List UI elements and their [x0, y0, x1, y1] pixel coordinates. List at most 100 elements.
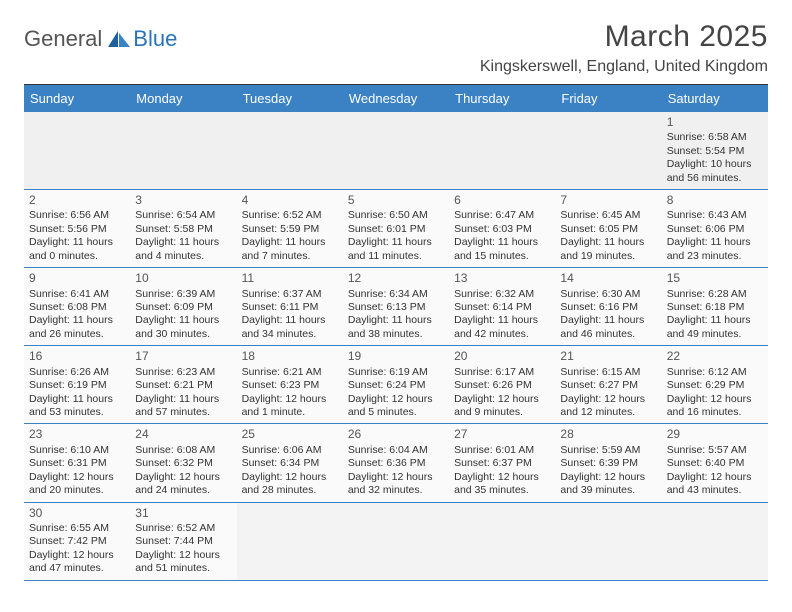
daylight-text: Daylight: 11 hours [348, 314, 444, 327]
calendar-cell [449, 502, 555, 580]
sunset-text: Sunset: 5:59 PM [242, 223, 338, 236]
daylight-text: Daylight: 11 hours [560, 314, 656, 327]
daylight-text: Daylight: 11 hours [29, 314, 125, 327]
day-number: 23 [29, 427, 125, 442]
calendar-cell: 9Sunrise: 6:41 AMSunset: 6:08 PMDaylight… [24, 268, 130, 346]
daylight-text: Daylight: 11 hours [242, 236, 338, 249]
sunrise-text: Sunrise: 6:55 AM [29, 522, 125, 535]
day-number: 3 [135, 193, 231, 208]
calendar-cell: 30Sunrise: 6:55 AMSunset: 7:42 PMDayligh… [24, 502, 130, 580]
sunset-text: Sunset: 6:14 PM [454, 301, 550, 314]
calendar-cell: 25Sunrise: 6:06 AMSunset: 6:34 PMDayligh… [237, 424, 343, 502]
day-number: 14 [560, 271, 656, 286]
day-number: 22 [667, 349, 763, 364]
sunrise-text: Sunrise: 6:45 AM [560, 209, 656, 222]
calendar-cell: 23Sunrise: 6:10 AMSunset: 6:31 PMDayligh… [24, 424, 130, 502]
sunset-text: Sunset: 6:23 PM [242, 379, 338, 392]
col-sunday: Sunday [24, 85, 130, 112]
daylight-text: and 46 minutes. [560, 328, 656, 341]
sunset-text: Sunset: 6:29 PM [667, 379, 763, 392]
sunset-text: Sunset: 6:40 PM [667, 457, 763, 470]
day-number: 6 [454, 193, 550, 208]
logo-text-general: General [24, 26, 102, 52]
day-number: 8 [667, 193, 763, 208]
daylight-text: Daylight: 11 hours [29, 236, 125, 249]
sunset-text: Sunset: 7:44 PM [135, 535, 231, 548]
day-number: 18 [242, 349, 338, 364]
calendar-cell [343, 502, 449, 580]
day-number: 17 [135, 349, 231, 364]
calendar-row: 1Sunrise: 6:58 AMSunset: 5:54 PMDaylight… [24, 112, 768, 190]
daylight-text: Daylight: 12 hours [135, 471, 231, 484]
day-number: 27 [454, 427, 550, 442]
sunrise-text: Sunrise: 6:37 AM [242, 288, 338, 301]
sunrise-text: Sunrise: 6:10 AM [29, 444, 125, 457]
sunrise-text: Sunrise: 6:15 AM [560, 366, 656, 379]
daylight-text: and 5 minutes. [348, 406, 444, 419]
month-title: March 2025 [480, 20, 768, 54]
sunrise-text: Sunrise: 5:59 AM [560, 444, 656, 457]
calendar-cell: 8Sunrise: 6:43 AMSunset: 6:06 PMDaylight… [662, 190, 768, 268]
daylight-text: and 30 minutes. [135, 328, 231, 341]
day-number: 13 [454, 271, 550, 286]
sunrise-text: Sunrise: 6:56 AM [29, 209, 125, 222]
daylight-text: and 16 minutes. [667, 406, 763, 419]
daylight-text: Daylight: 11 hours [135, 236, 231, 249]
calendar-table: Sunday Monday Tuesday Wednesday Thursday… [24, 85, 768, 581]
day-number: 20 [454, 349, 550, 364]
col-saturday: Saturday [662, 85, 768, 112]
daylight-text: and 4 minutes. [135, 250, 231, 263]
daylight-text: and 51 minutes. [135, 562, 231, 575]
sunrise-text: Sunrise: 6:12 AM [667, 366, 763, 379]
calendar-cell: 22Sunrise: 6:12 AMSunset: 6:29 PMDayligh… [662, 346, 768, 424]
col-monday: Monday [130, 85, 236, 112]
calendar-row: 30Sunrise: 6:55 AMSunset: 7:42 PMDayligh… [24, 502, 768, 580]
daylight-text: Daylight: 12 hours [560, 471, 656, 484]
calendar-cell: 10Sunrise: 6:39 AMSunset: 6:09 PMDayligh… [130, 268, 236, 346]
calendar-page: General Blue March 2025 Kingskerswell, E… [0, 0, 792, 581]
sunset-text: Sunset: 6:37 PM [454, 457, 550, 470]
col-wednesday: Wednesday [343, 85, 449, 112]
sunrise-text: Sunrise: 6:23 AM [135, 366, 231, 379]
daylight-text: and 7 minutes. [242, 250, 338, 263]
sunset-text: Sunset: 5:56 PM [29, 223, 125, 236]
calendar-body: 1Sunrise: 6:58 AMSunset: 5:54 PMDaylight… [24, 112, 768, 580]
calendar-cell [343, 112, 449, 190]
daylight-text: and 28 minutes. [242, 484, 338, 497]
sunrise-text: Sunrise: 6:06 AM [242, 444, 338, 457]
sunset-text: Sunset: 7:42 PM [29, 535, 125, 548]
day-number: 26 [348, 427, 444, 442]
sunset-text: Sunset: 6:13 PM [348, 301, 444, 314]
day-number: 2 [29, 193, 125, 208]
sunset-text: Sunset: 6:09 PM [135, 301, 231, 314]
calendar-cell [662, 502, 768, 580]
calendar-cell: 17Sunrise: 6:23 AMSunset: 6:21 PMDayligh… [130, 346, 236, 424]
daylight-text: and 0 minutes. [29, 250, 125, 263]
day-number: 29 [667, 427, 763, 442]
daylight-text: Daylight: 12 hours [348, 393, 444, 406]
calendar-cell [449, 112, 555, 190]
logo: General Blue [24, 26, 177, 52]
day-number: 7 [560, 193, 656, 208]
calendar-cell: 24Sunrise: 6:08 AMSunset: 6:32 PMDayligh… [130, 424, 236, 502]
calendar-cell [130, 112, 236, 190]
calendar-cell [24, 112, 130, 190]
daylight-text: Daylight: 12 hours [560, 393, 656, 406]
day-number: 15 [667, 271, 763, 286]
calendar-cell: 20Sunrise: 6:17 AMSunset: 6:26 PMDayligh… [449, 346, 555, 424]
sunset-text: Sunset: 6:39 PM [560, 457, 656, 470]
sunrise-text: Sunrise: 6:32 AM [454, 288, 550, 301]
sunset-text: Sunset: 5:58 PM [135, 223, 231, 236]
daylight-text: and 57 minutes. [135, 406, 231, 419]
day-number: 19 [348, 349, 444, 364]
sunset-text: Sunset: 6:11 PM [242, 301, 338, 314]
day-header-row: Sunday Monday Tuesday Wednesday Thursday… [24, 85, 768, 112]
sunrise-text: Sunrise: 6:43 AM [667, 209, 763, 222]
sunrise-text: Sunrise: 6:17 AM [454, 366, 550, 379]
calendar-cell [555, 502, 661, 580]
day-number: 11 [242, 271, 338, 286]
daylight-text: and 23 minutes. [667, 250, 763, 263]
calendar-cell: 4Sunrise: 6:52 AMSunset: 5:59 PMDaylight… [237, 190, 343, 268]
calendar-cell: 2Sunrise: 6:56 AMSunset: 5:56 PMDaylight… [24, 190, 130, 268]
sunset-text: Sunset: 6:21 PM [135, 379, 231, 392]
